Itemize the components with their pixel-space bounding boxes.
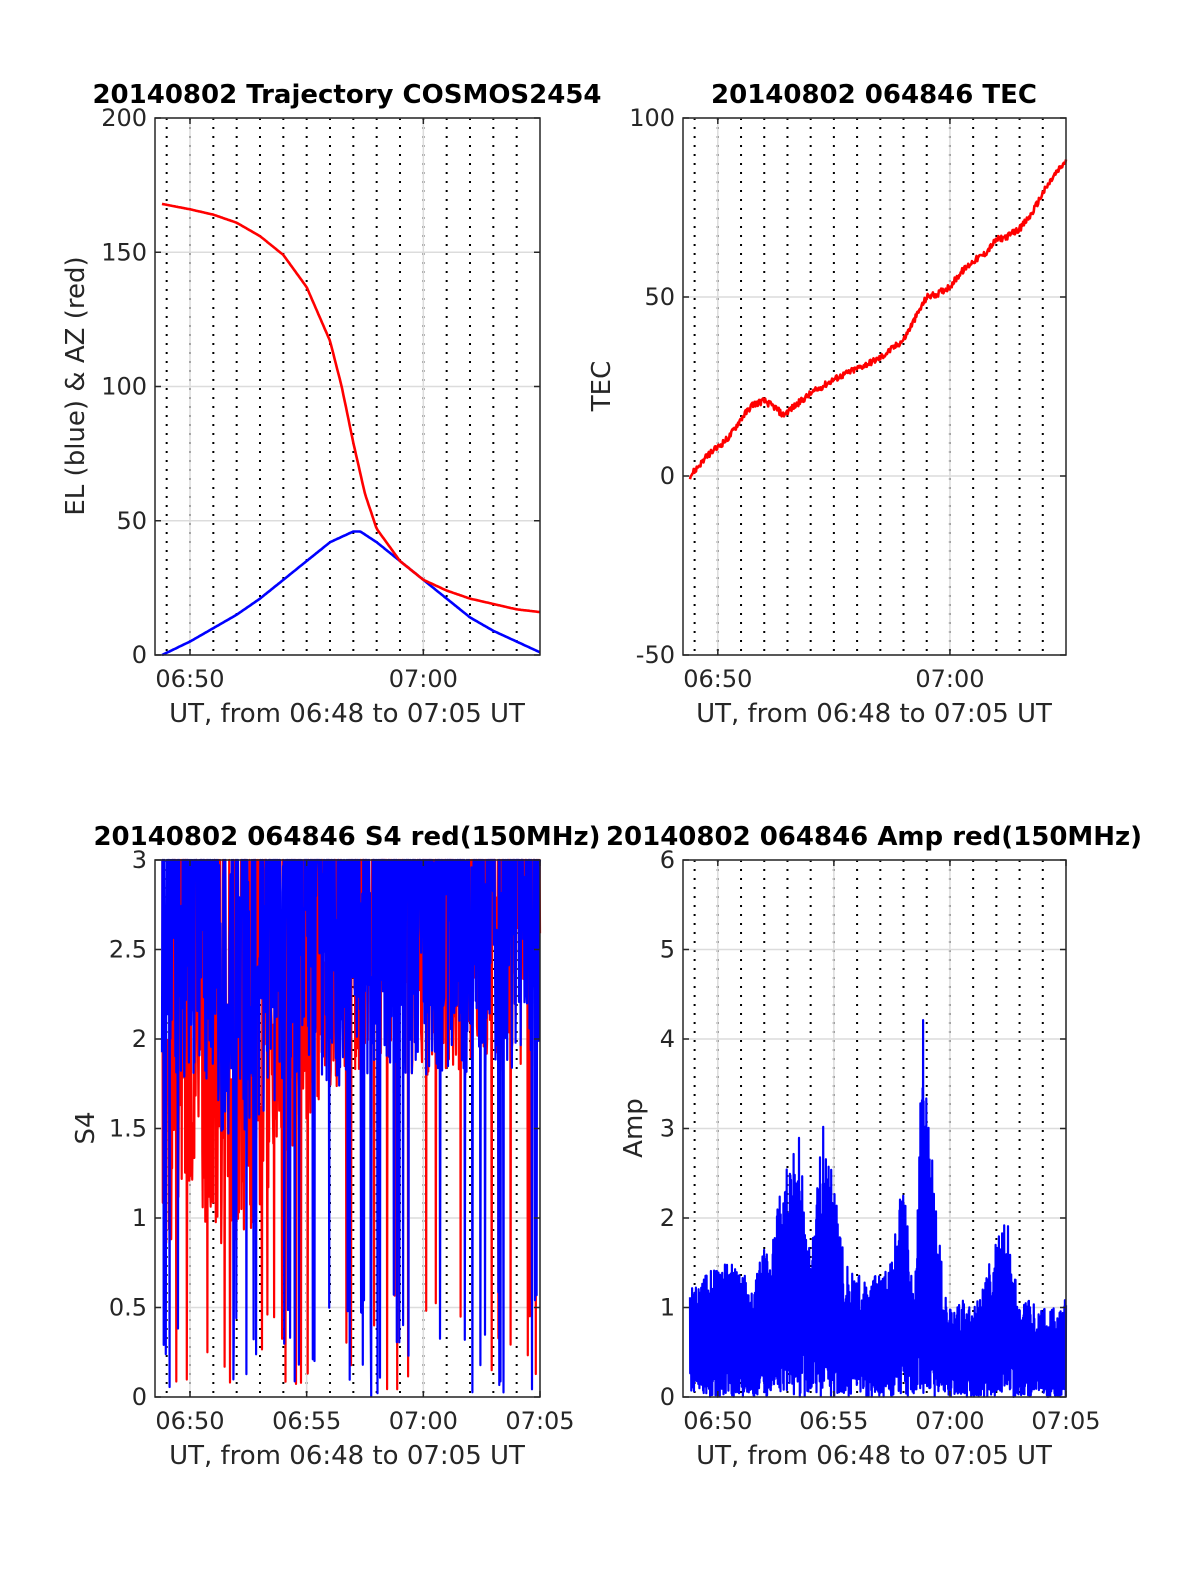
y-tick-label: 4 [660,1025,675,1053]
y-tick-label: 5 [660,936,675,964]
series-line-el [161,530,541,657]
plot-area [688,159,1068,480]
axes-box [154,117,541,656]
x-tick-label: 06:50 [683,665,752,693]
x-tick-label: 06:55 [272,1407,341,1435]
y-tick-label: 0 [660,462,675,490]
x-axis-label: UT, from 06:48 to 07:05 UT [696,699,1052,729]
axis-ticks: 0 1 2 3 4 5 6 06:50 06:55 07:00 07:05 [660,846,1101,1435]
x-tick-label: 07:00 [915,665,984,693]
y-tick-label: 150 [101,238,147,266]
y-tick-label: 100 [629,104,675,132]
x-tick-label: 06:50 [155,1407,224,1435]
x-axis-label: UT, from 06:48 to 07:05 UT [696,1441,1052,1471]
y-tick-label: 2 [132,1025,147,1053]
y-axis-label: Amp [619,1098,649,1158]
axis-ticks: 0 50 100 150 200 06:50 07:00 [101,104,540,693]
y-tick-label: 0 [132,1383,147,1411]
x-tick-label: 06:55 [799,1407,868,1435]
chart-title: 20140802 064846 S4 red(150MHz) [93,822,600,852]
chart-title: 20140802 064846 Amp red(150MHz) [606,822,1142,852]
y-tick-label: 3 [132,846,147,874]
series-line-data [688,159,1068,480]
y-tick-label: 1 [132,1204,147,1232]
x-axis-label: UT, from 06:48 to 07:05 UT [169,1441,525,1471]
y-axis-label: EL (blue) & AZ (red) [61,256,91,515]
y-tick-label: 0 [132,641,147,669]
x-tick-label: 07:00 [389,1407,458,1435]
plot-area [688,1019,1068,1398]
y-tick-label: 6 [660,846,675,874]
chart-title: 20140802 064846 TEC [711,80,1037,110]
y-tick-label: 0 [660,1383,675,1411]
y-tick-label: -50 [636,641,675,669]
y-axis-label: S4 [71,1111,101,1144]
y-tick-label: 2 [660,1204,675,1232]
axes-box [682,117,1067,656]
x-axis-label: UT, from 06:48 to 07:05 UT [169,699,525,729]
plot-area [161,202,541,657]
y-axis-label: TEC [587,361,617,412]
x-tick-label: 06:50 [683,1407,752,1435]
chart-amp: 0 1 2 3 4 5 6 06:50 06:55 07:00 07:05 20140802 064… [606,822,1142,1471]
chart-trajectory: 0 50 100 150 200 06:50 07:00 20140802 Trajecto… [61,80,602,729]
y-tick-label: 50 [644,283,675,311]
x-tick-label: 07:00 [389,665,458,693]
y-tick-label: 2.5 [109,936,147,964]
series-line-az [161,202,541,614]
x-tick-label: 06:50 [155,665,224,693]
plot-frame [683,118,1066,655]
x-tick-label: 07:00 [915,1407,984,1435]
y-tick-label: 0.5 [109,1294,147,1322]
x-tick-label: 07:05 [1031,1407,1100,1435]
y-tick-label: 50 [116,507,147,535]
axes-box [154,859,541,1398]
y-tick-label: 1.5 [109,1115,147,1143]
axis-ticks: -50 0 50 100 06:50 07:00 [629,104,1066,693]
x-tick-label: 07:05 [505,1407,574,1435]
y-tick-label: 1 [660,1294,675,1322]
axes-box [682,859,1067,1398]
series-line-data [688,1019,1068,1398]
chart-s4: 0 0.5 1 1.5 2 2.5 3 06:50 06:55 07:00 07:05 201408… [71,822,601,1471]
series-line-red [161,858,542,1391]
y-tick-label: 200 [101,104,147,132]
y-tick-label: 3 [660,1115,675,1143]
y-tick-label: 100 [101,373,147,401]
chart-title: 20140802 Trajectory COSMOS2454 [92,80,601,110]
axis-ticks: 0 0.5 1 1.5 2 2.5 3 06:50 06:55 07:00 07:05 [109,846,575,1435]
